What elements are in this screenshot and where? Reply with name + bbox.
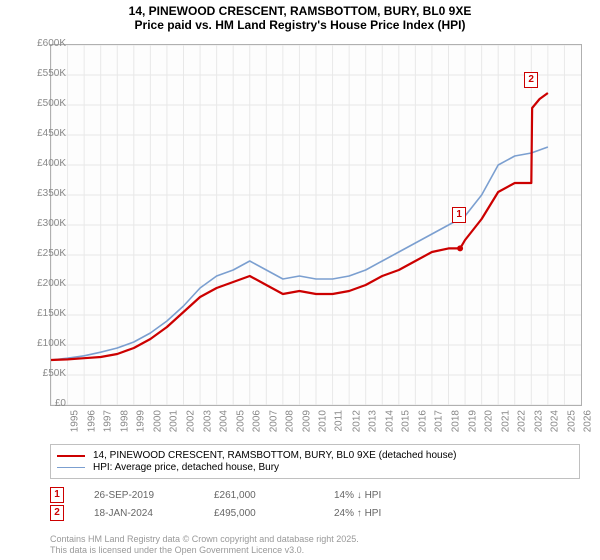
legend-label-property: 14, PINEWOOD CRESCENT, RAMSBOTTOM, BURY,… xyxy=(93,450,456,461)
legend-item-property: 14, PINEWOOD CRESCENT, RAMSBOTTOM, BURY,… xyxy=(57,450,573,461)
y-tick-label: £150K xyxy=(26,308,66,319)
x-tick-label: 2009 xyxy=(301,410,312,432)
x-tick-label: 2026 xyxy=(583,410,594,432)
x-tick-label: 2014 xyxy=(384,410,395,432)
legend-label-hpi: HPI: Average price, detached house, Bury xyxy=(93,462,279,473)
x-tick-label: 2022 xyxy=(516,410,527,432)
row-date: 18-JAN-2024 xyxy=(94,508,214,519)
x-tick-label: 2003 xyxy=(202,410,213,432)
legend: 14, PINEWOOD CRESCENT, RAMSBOTTOM, BURY,… xyxy=(50,444,580,479)
y-tick-label: £100K xyxy=(26,338,66,349)
chart-svg xyxy=(51,45,581,405)
footer-line-1: Contains HM Land Registry data © Crown c… xyxy=(50,534,359,545)
y-tick-label: £200K xyxy=(26,278,66,289)
x-tick-label: 2010 xyxy=(318,410,329,432)
footer-line-2: This data is licensed under the Open Gov… xyxy=(50,545,359,556)
x-tick-label: 2023 xyxy=(533,410,544,432)
y-tick-label: £550K xyxy=(26,68,66,79)
y-tick-label: £350K xyxy=(26,188,66,199)
x-tick-label: 2018 xyxy=(450,410,461,432)
y-tick-label: £400K xyxy=(26,158,66,169)
row-marker-1: 1 xyxy=(50,487,64,503)
x-tick-label: 1997 xyxy=(102,410,113,432)
x-tick-label: 2025 xyxy=(566,410,577,432)
title-line-1: 14, PINEWOOD CRESCENT, RAMSBOTTOM, BURY,… xyxy=(0,4,600,18)
transactions-table: 1 26-SEP-2019 £261,000 14% ↓ HPI 2 18-JA… xyxy=(50,486,580,522)
x-tick-label: 1995 xyxy=(69,410,80,432)
table-row: 1 26-SEP-2019 £261,000 14% ↓ HPI xyxy=(50,486,580,504)
x-tick-label: 1998 xyxy=(119,410,130,432)
x-tick-label: 2016 xyxy=(417,410,428,432)
y-tick-label: £50K xyxy=(26,368,66,379)
title-line-2: Price paid vs. HM Land Registry's House … xyxy=(0,18,600,32)
x-tick-label: 2017 xyxy=(434,410,445,432)
x-tick-label: 2004 xyxy=(218,410,229,432)
x-tick-label: 2024 xyxy=(550,410,561,432)
x-tick-label: 2007 xyxy=(268,410,279,432)
x-tick-label: 2019 xyxy=(467,410,478,432)
x-tick-label: 1999 xyxy=(136,410,147,432)
row-price: £495,000 xyxy=(214,508,334,519)
chart-title: 14, PINEWOOD CRESCENT, RAMSBOTTOM, BURY,… xyxy=(0,0,600,33)
y-tick-label: £250K xyxy=(26,248,66,259)
row-marker-2: 2 xyxy=(50,505,64,521)
legend-swatch-property xyxy=(57,455,85,457)
x-tick-label: 2020 xyxy=(483,410,494,432)
x-tick-label: 2012 xyxy=(351,410,362,432)
row-date: 26-SEP-2019 xyxy=(94,490,214,501)
y-tick-label: £450K xyxy=(26,128,66,139)
x-tick-label: 2013 xyxy=(367,410,378,432)
row-price: £261,000 xyxy=(214,490,334,501)
legend-item-hpi: HPI: Average price, detached house, Bury xyxy=(57,462,573,473)
x-tick-label: 2006 xyxy=(251,410,262,432)
y-tick-label: £300K xyxy=(26,218,66,229)
x-tick-label: 2000 xyxy=(152,410,163,432)
chart-container: 14, PINEWOOD CRESCENT, RAMSBOTTOM, BURY,… xyxy=(0,0,600,560)
legend-swatch-hpi xyxy=(57,467,85,468)
x-tick-label: 1996 xyxy=(86,410,97,432)
y-tick-label: £0 xyxy=(26,398,66,409)
x-tick-label: 2015 xyxy=(401,410,412,432)
chart-marker-1: 1 xyxy=(452,207,466,223)
x-tick-label: 2021 xyxy=(500,410,511,432)
chart-marker-2: 2 xyxy=(524,72,538,88)
row-delta: 24% ↑ HPI xyxy=(334,508,454,519)
y-tick-label: £500K xyxy=(26,98,66,109)
y-tick-label: £600K xyxy=(26,38,66,49)
table-row: 2 18-JAN-2024 £495,000 24% ↑ HPI xyxy=(50,504,580,522)
footer: Contains HM Land Registry data © Crown c… xyxy=(50,534,359,556)
plot-area xyxy=(50,44,582,406)
x-tick-label: 2005 xyxy=(235,410,246,432)
x-tick-label: 2002 xyxy=(185,410,196,432)
x-tick-label: 2001 xyxy=(169,410,180,432)
x-tick-label: 2011 xyxy=(334,410,345,432)
row-delta: 14% ↓ HPI xyxy=(334,490,454,501)
x-tick-label: 2008 xyxy=(285,410,296,432)
